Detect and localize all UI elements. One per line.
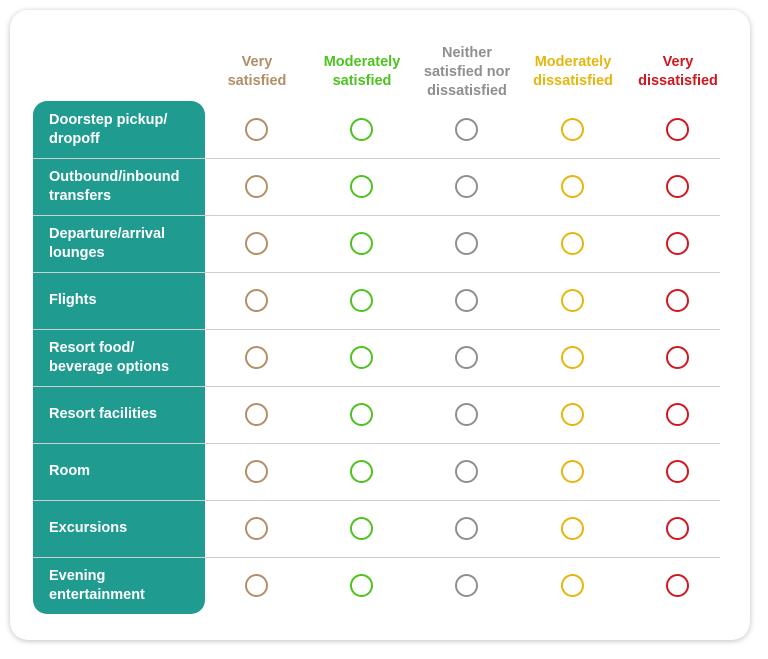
radio-button[interactable]	[666, 459, 689, 483]
radio-button[interactable]	[245, 459, 268, 483]
radio-button[interactable]	[245, 174, 268, 198]
label-line: Resort facilities	[49, 406, 157, 422]
radio-button[interactable]	[455, 573, 478, 597]
row-separator	[33, 215, 720, 216]
radio-button[interactable]	[561, 117, 584, 141]
column-header: Very satisfied	[202, 53, 312, 91]
radio-button[interactable]	[666, 231, 689, 255]
row-separator	[33, 500, 720, 501]
radio-button[interactable]	[350, 117, 373, 141]
row-label-panel	[33, 101, 205, 614]
radio-button[interactable]	[350, 174, 373, 198]
column-header: Moderately satisfied	[307, 53, 417, 91]
radio-button[interactable]	[245, 231, 268, 255]
label-line: beverage options	[49, 358, 170, 375]
radio-button[interactable]	[666, 402, 689, 426]
row-separator	[33, 329, 720, 330]
radio-button[interactable]	[666, 174, 689, 198]
label-line: Resort food/	[49, 339, 135, 356]
row-label: Departure/arrival lounges	[49, 225, 205, 263]
radio-button[interactable]	[561, 459, 584, 483]
label-line: lounges	[49, 244, 105, 261]
row-label: Flights	[49, 291, 205, 310]
row-separator	[33, 557, 720, 558]
radio-button[interactable]	[561, 174, 584, 198]
label-line: Moderately	[534, 54, 612, 70]
radio-button[interactable]	[245, 345, 268, 369]
label-line: Neither	[442, 44, 492, 61]
label-line: entertainment	[49, 586, 145, 603]
radio-button[interactable]	[455, 288, 478, 312]
label-line: satisfied	[227, 73, 287, 89]
radio-button[interactable]	[350, 573, 373, 597]
label-line: satisfied nor	[423, 63, 511, 80]
row-separator	[33, 386, 720, 387]
label-line: Very	[241, 54, 273, 70]
radio-button[interactable]	[350, 402, 373, 426]
radio-button[interactable]	[561, 573, 584, 597]
radio-button[interactable]	[455, 117, 478, 141]
label-line: dissatisfied	[427, 82, 507, 99]
radio-button[interactable]	[245, 573, 268, 597]
label-line: Doorstep pickup/	[49, 111, 168, 128]
radio-button[interactable]	[666, 516, 689, 540]
label-line: Excursions	[49, 520, 128, 536]
label-line: Departure/arrival	[49, 225, 166, 242]
radio-button[interactable]	[455, 459, 478, 483]
radio-button[interactable]	[561, 288, 584, 312]
column-header: Very dissatisfied	[623, 53, 733, 91]
label-line: Moderately	[323, 54, 401, 70]
radio-button[interactable]	[561, 516, 584, 540]
radio-button[interactable]	[350, 231, 373, 255]
radio-button[interactable]	[245, 402, 268, 426]
label-line: Room	[49, 463, 91, 479]
label-line: dissatisfied	[533, 73, 613, 89]
radio-button[interactable]	[666, 288, 689, 312]
radio-button[interactable]	[455, 516, 478, 540]
row-label: Doorstep pickup/dropoff	[49, 111, 205, 149]
radio-button[interactable]	[666, 117, 689, 141]
label-line: Evening	[49, 567, 106, 584]
radio-button[interactable]	[350, 516, 373, 540]
column-header: Moderately dissatisfied	[518, 53, 628, 91]
radio-button[interactable]	[245, 117, 268, 141]
radio-button[interactable]	[561, 402, 584, 426]
radio-button[interactable]	[561, 231, 584, 255]
label-line: dropoff	[49, 130, 100, 147]
radio-button[interactable]	[350, 345, 373, 369]
radio-button[interactable]	[455, 402, 478, 426]
radio-button[interactable]	[666, 573, 689, 597]
radio-button[interactable]	[455, 345, 478, 369]
row-label: Resort facilities	[49, 405, 205, 424]
label-line: dissatisfied	[638, 73, 718, 89]
row-separator	[33, 158, 720, 159]
label-line: satisfied	[332, 73, 392, 89]
radio-button[interactable]	[455, 231, 478, 255]
row-separator	[33, 272, 720, 273]
radio-button[interactable]	[455, 174, 478, 198]
radio-button[interactable]	[245, 288, 268, 312]
column-header: Neither satisfied nor dissatisfied	[412, 44, 522, 101]
label-line: Flights	[49, 292, 97, 308]
row-separator	[33, 443, 720, 444]
radio-button[interactable]	[350, 288, 373, 312]
radio-button[interactable]	[245, 516, 268, 540]
row-label: Room	[49, 462, 205, 481]
row-label: Resort food/beverage options	[49, 339, 205, 377]
label-line: Very	[662, 54, 694, 70]
radio-button[interactable]	[561, 345, 584, 369]
radio-button[interactable]	[350, 459, 373, 483]
row-label: Outbound/inbound transfers	[49, 168, 205, 206]
label-line: Outbound/inbound	[49, 168, 180, 185]
radio-button[interactable]	[666, 345, 689, 369]
label-line: transfers	[49, 187, 112, 204]
row-label: Evening entertainment	[49, 567, 205, 605]
row-label: Excursions	[49, 519, 205, 538]
